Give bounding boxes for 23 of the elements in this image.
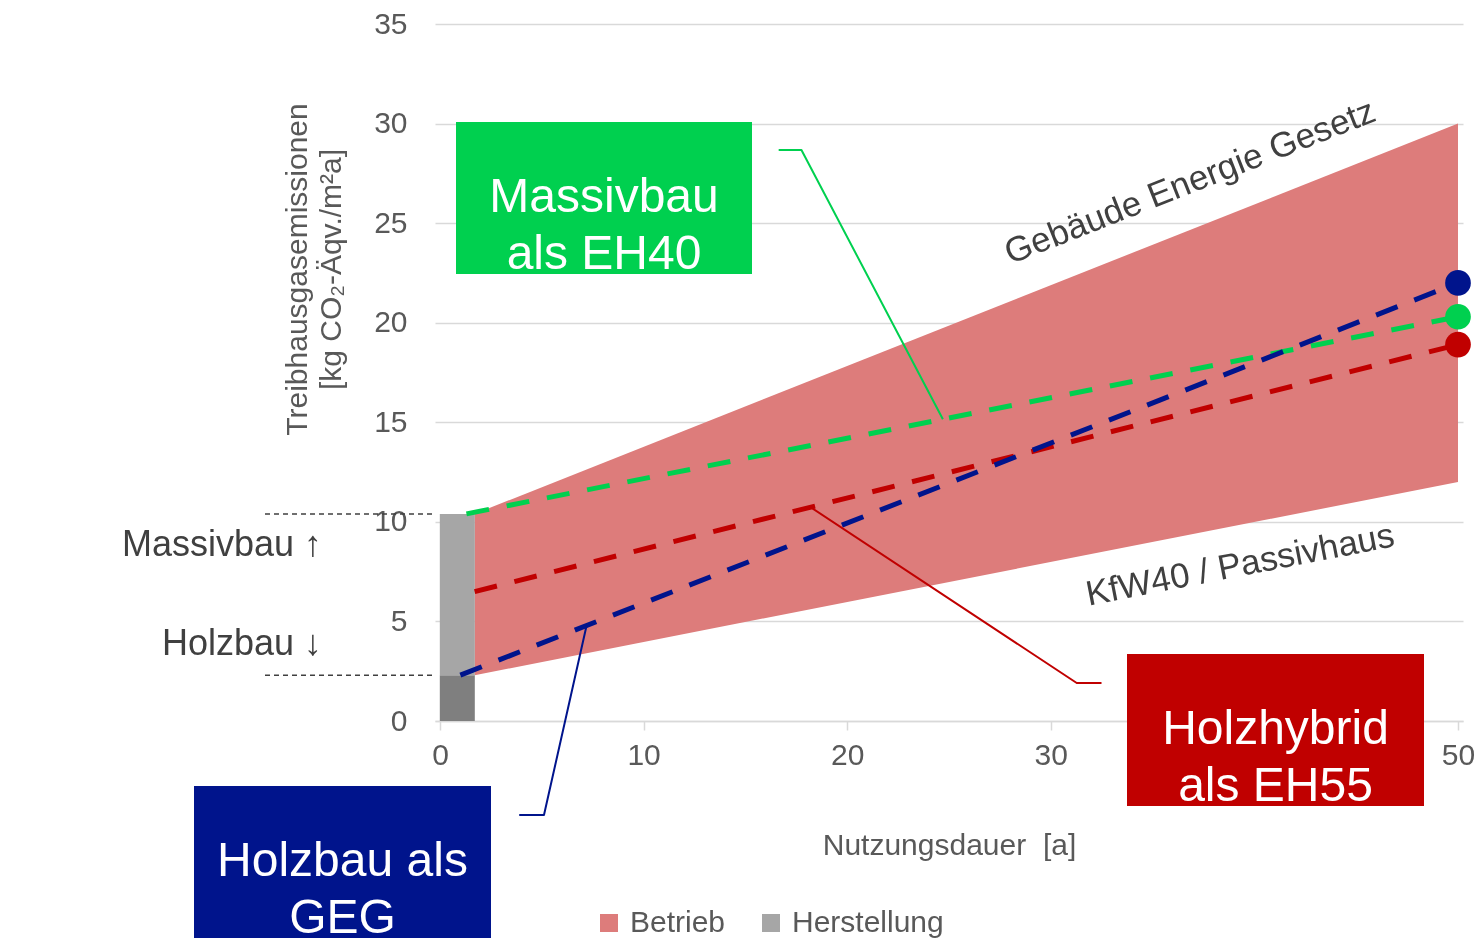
y-tick-label: 15 <box>374 404 408 438</box>
ref-line-label: Massivbau ↑ <box>121 522 322 564</box>
y-tick-label: 5 <box>390 603 408 637</box>
y-tick-label: 25 <box>374 205 408 239</box>
legend-label: Herstellung <box>792 905 944 938</box>
ref-line-label: Holzbau ↓ <box>161 622 322 664</box>
text: Massivbau als EH40 <box>489 169 719 279</box>
x-tick-label: 20 <box>831 737 865 771</box>
text: Holzbau als GEG <box>217 833 468 940</box>
y-tick-label: 10 <box>374 504 408 538</box>
y-tick-label: 35 <box>374 6 408 40</box>
x-tick-label: 30 <box>1034 737 1068 771</box>
x-tick-label: 0 <box>432 737 449 771</box>
annotation: KfW40 / Passivhaus <box>1082 514 1398 613</box>
y-tick-label: 30 <box>374 106 408 140</box>
legend-label: Betrieb <box>630 905 726 938</box>
x-axis-title: Nutzungsdauer [a] <box>822 827 1077 861</box>
y-axis-title: Treibhausgasemissionen [kg CO₂-Äqv./m²a] <box>279 103 347 436</box>
x-tick-label: 10 <box>627 737 661 771</box>
text: Holzhybrid als EH55 <box>1162 701 1389 811</box>
x-tick-label: 50 <box>1441 737 1476 771</box>
y-tick-label: 20 <box>374 305 408 339</box>
y-tick-label: 0 <box>390 703 408 737</box>
